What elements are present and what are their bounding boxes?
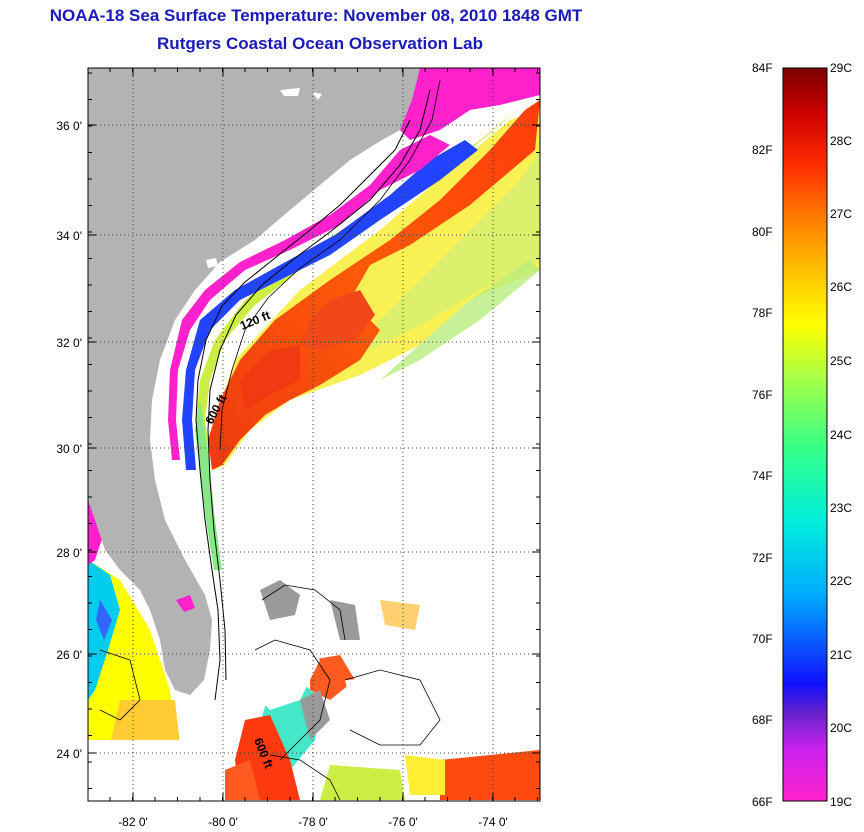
- colorbar-f-label: 72F: [752, 551, 773, 565]
- lat-label: 26 0': [56, 648, 82, 662]
- map-frame: [87, 67, 541, 802]
- colorbar-c-label: 27C: [830, 207, 853, 221]
- lon-label: -80 0': [208, 815, 238, 829]
- colorbar-f-label: 66F: [752, 795, 773, 809]
- colorbar-c-label: 20C: [830, 721, 853, 735]
- colorbar-f-label: 82F: [752, 143, 773, 157]
- colorbar-c-label: 22C: [830, 574, 853, 588]
- colorbar-c-label: 21C: [830, 648, 853, 662]
- colorbar-c-label: 28C: [830, 134, 853, 148]
- colorbar-f-label: 78F: [752, 306, 773, 320]
- colorbar-c-label: 23C: [830, 501, 853, 515]
- colorbar-f-label: 68F: [752, 713, 773, 727]
- colorbar: [782, 67, 828, 802]
- lat-label: 32 0': [56, 336, 82, 350]
- sst-field: [88, 68, 540, 801]
- lon-label: -76 0': [388, 815, 418, 829]
- lat-label: 36 0': [56, 119, 82, 133]
- colorbar-f-label: 80F: [752, 225, 773, 239]
- lon-label: -74 0': [478, 815, 508, 829]
- colorbar-c-label: 24C: [830, 428, 853, 442]
- colorbar-c-label: 25C: [830, 354, 853, 368]
- colorbar-c-label: 26C: [830, 280, 853, 294]
- axis-ticks: [88, 68, 540, 801]
- colorbar-f-label: 74F: [752, 469, 773, 483]
- chart-subtitle: Rutgers Coastal Ocean Observation Lab: [157, 34, 483, 53]
- lon-label: -82 0': [118, 815, 148, 829]
- graticule: [88, 68, 540, 801]
- lat-label: 24 0': [56, 747, 82, 761]
- colorbar-f-label: 84F: [752, 61, 773, 75]
- colorbar-c-label: 19C: [830, 795, 853, 809]
- lat-label: 34 0': [56, 229, 82, 243]
- lon-label: -78 0': [298, 815, 328, 829]
- lat-label: 30 0': [56, 442, 82, 456]
- colorbar-f-label: 70F: [752, 632, 773, 646]
- colorbar-c-label: 29C: [830, 61, 853, 75]
- colorbar-f-label: 76F: [752, 388, 773, 402]
- lat-label: 28 0': [56, 546, 82, 560]
- chart-title: NOAA-18 Sea Surface Temperature: Novembe…: [49, 6, 583, 25]
